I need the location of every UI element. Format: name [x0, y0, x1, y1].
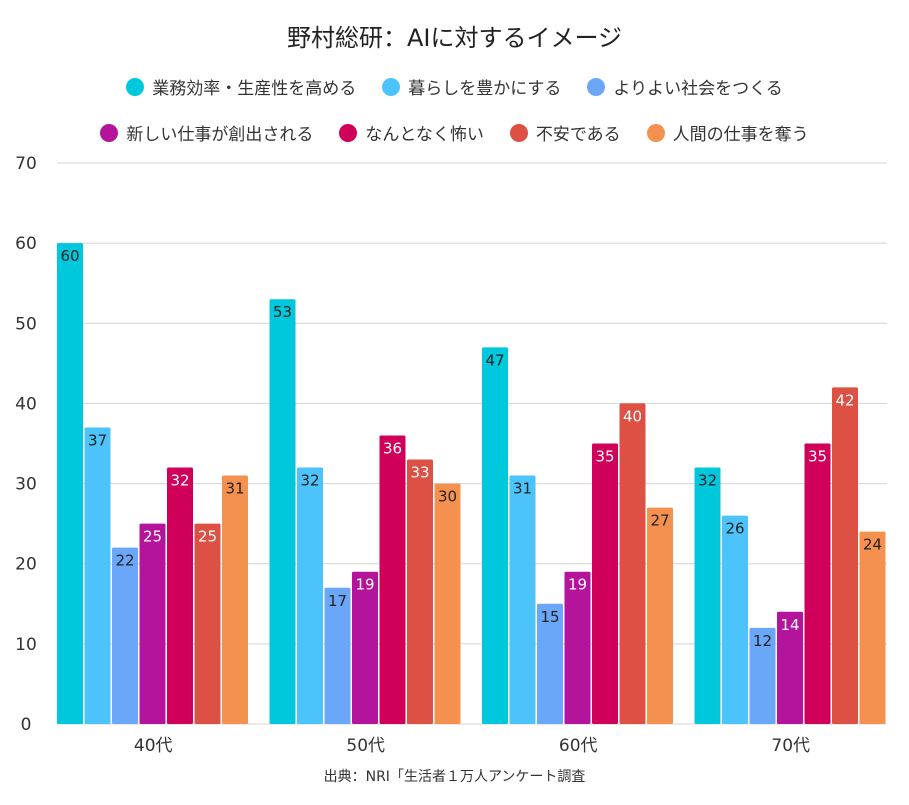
bar — [379, 435, 406, 724]
data-label: 24 — [863, 536, 882, 554]
bar — [509, 475, 536, 724]
bar — [722, 515, 748, 724]
bar — [324, 587, 351, 724]
data-label: 33 — [410, 464, 429, 482]
legend-swatch — [100, 123, 119, 142]
bar — [777, 611, 803, 724]
legend-swatch — [509, 123, 528, 142]
data-label: 30 — [438, 488, 457, 506]
data-label: 37 — [88, 431, 107, 449]
bar — [859, 531, 886, 724]
legend-label: なんとなく怖い — [365, 125, 484, 145]
legend-swatch — [382, 77, 401, 96]
bar — [804, 443, 831, 724]
data-label: 19 — [355, 576, 374, 594]
bar — [619, 403, 646, 724]
data-label: 26 — [725, 520, 744, 538]
legend-label: 新しい仕事が創出される — [126, 125, 314, 145]
data-label: 25 — [143, 528, 162, 546]
legend-item[interactable]: 業務効率・生産性を高める — [126, 74, 356, 99]
source-note: 出典：NRI「生活者１万人アンケート調査 — [323, 769, 586, 785]
y-tick-label: 20 — [15, 555, 37, 575]
y-tick-label: 40 — [15, 394, 37, 414]
bar — [167, 467, 193, 724]
legend-label: 暮らしを豊かにする — [408, 79, 562, 99]
legend-swatch — [646, 123, 665, 142]
data-label: 42 — [835, 391, 854, 409]
data-label: 31 — [513, 480, 532, 498]
legend-item[interactable]: よりよい社会をつくる — [587, 74, 783, 99]
bar — [297, 467, 323, 724]
bar — [694, 467, 721, 724]
bar — [407, 459, 433, 724]
bar — [482, 347, 508, 724]
data-label: 36 — [383, 439, 402, 457]
y-tick-label: 60 — [15, 234, 37, 254]
data-label: 40 — [623, 407, 642, 425]
bar — [592, 443, 618, 724]
data-label: 35 — [808, 448, 827, 466]
bar — [222, 475, 248, 724]
legend-item[interactable]: 新しい仕事が創出される — [100, 120, 313, 145]
bar — [832, 387, 858, 724]
bar — [564, 571, 591, 724]
bar — [749, 627, 776, 724]
data-label: 31 — [225, 480, 244, 498]
bar — [269, 299, 296, 724]
data-label: 53 — [273, 303, 292, 321]
data-label: 32 — [170, 472, 189, 490]
x-tick-label: 70代 — [771, 736, 810, 756]
x-tick-label: 40代 — [134, 736, 173, 756]
data-label: 17 — [328, 592, 347, 610]
data-label: 47 — [485, 351, 504, 369]
bar — [352, 571, 378, 724]
legend-swatch — [587, 77, 606, 96]
y-tick-label: 30 — [15, 475, 37, 495]
data-label: 60 — [60, 247, 79, 265]
bar — [139, 523, 166, 724]
x-tick-label: 50代 — [346, 736, 385, 756]
data-label: 27 — [650, 512, 669, 530]
data-label: 25 — [198, 528, 217, 546]
bar — [537, 603, 563, 724]
legend-row-1: 業務効率・生産性を高める 暮らしを豊かにする よりよい社会をつくる — [0, 74, 909, 99]
legend-item[interactable]: 人間の仕事を奪う — [646, 120, 809, 145]
bar — [194, 523, 221, 724]
x-tick-label: 60代 — [559, 736, 598, 756]
y-tick-label: 70 — [15, 154, 37, 174]
legend-item[interactable]: なんとなく怖い — [339, 120, 484, 145]
legend-label: 不安である — [535, 125, 621, 145]
data-label: 19 — [568, 576, 587, 594]
legend-label: よりよい社会をつくる — [613, 79, 783, 99]
y-tick-label: 10 — [15, 635, 37, 655]
data-label: 14 — [780, 616, 799, 634]
bar — [57, 243, 83, 724]
bar — [434, 483, 461, 724]
data-label: 22 — [115, 552, 134, 570]
data-label: 35 — [595, 448, 614, 466]
y-tick-label: 0 — [21, 715, 32, 735]
legend-row-2: 新しい仕事が創出される なんとなく怖い 不安である 人間の仕事を奪う — [0, 120, 909, 145]
bar — [112, 547, 138, 724]
y-tick-label: 50 — [15, 314, 37, 334]
legend-swatch — [339, 123, 358, 142]
data-label: 32 — [300, 472, 319, 490]
legend-label: 業務効率・生産性を高める — [152, 79, 357, 99]
legend-item[interactable]: 不安である — [509, 120, 621, 145]
legend-swatch — [126, 77, 145, 96]
bar — [84, 427, 111, 724]
data-label: 12 — [753, 632, 772, 650]
legend-label: 人間の仕事を奪う — [672, 125, 809, 145]
chart-title: 野村総研：AIに対するイメージ — [286, 24, 622, 52]
bar — [647, 507, 673, 724]
data-label: 32 — [698, 472, 717, 490]
legend-item[interactable]: 暮らしを豊かにする — [382, 74, 561, 99]
data-label: 15 — [540, 608, 559, 626]
